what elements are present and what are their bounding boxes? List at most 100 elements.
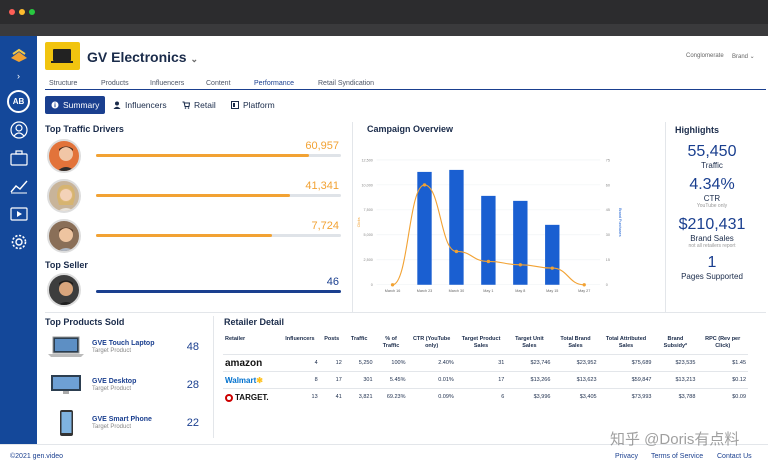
brand-level-label: Brand bbox=[732, 54, 749, 60]
briefcase-icon[interactable] bbox=[7, 146, 30, 169]
walmart-logo: Walmart✱ bbox=[225, 375, 263, 385]
brand-level-selector[interactable]: Brand ⌄ bbox=[732, 54, 755, 60]
desktop-thumbnail bbox=[47, 374, 85, 396]
platform-icon bbox=[231, 101, 239, 109]
people-icon[interactable] bbox=[7, 118, 30, 141]
table-row[interactable]: TARGET. 13 41 3,821 69.23% 0.09% 6 $3,99… bbox=[223, 388, 748, 406]
tab-summary[interactable]: Summary bbox=[45, 96, 105, 114]
col-header: CTR (YouTube only) bbox=[412, 336, 451, 349]
table-cell: 3,821 bbox=[343, 388, 375, 406]
y-tick-left: 10,000 bbox=[361, 183, 372, 187]
col-header: Target Unit Sales bbox=[515, 336, 544, 349]
brand-selector[interactable]: GV Electronics ⌄ bbox=[87, 49, 198, 65]
influencer-avatar[interactable] bbox=[47, 219, 81, 253]
gear-icon[interactable] bbox=[7, 230, 30, 253]
terms-link[interactable]: Terms of Service bbox=[651, 453, 704, 460]
copyright: ©2021 gen.video bbox=[10, 453, 64, 460]
table-cell: 0.01% bbox=[407, 371, 456, 389]
walmart-logo-text: Walmart bbox=[225, 375, 257, 385]
y-tick-left: 5,000 bbox=[364, 233, 373, 237]
table-cell: 2.40% bbox=[407, 354, 456, 372]
nav-influencers[interactable]: Influencers bbox=[150, 80, 185, 87]
x-tick-label: March 16 bbox=[385, 289, 401, 293]
target-logo: TARGET. bbox=[225, 393, 269, 402]
nav-structure[interactable]: Structure bbox=[49, 80, 78, 87]
table-row[interactable]: Walmart✱ 8 17 301 5.45% 0.01% 17 $13,266… bbox=[223, 371, 748, 389]
influencer-avatar[interactable] bbox=[47, 139, 81, 173]
line-point bbox=[390, 283, 395, 287]
nav-retail-syndication[interactable]: Retail Syndication bbox=[318, 80, 375, 87]
app-logo-icon[interactable] bbox=[7, 44, 30, 67]
phone-thumbnail bbox=[47, 410, 85, 436]
traffic-driver-value: 60,957 bbox=[305, 140, 339, 152]
tab-summary-label: Summary bbox=[63, 100, 100, 110]
person-icon bbox=[113, 101, 121, 109]
table-cell: $59,847 bbox=[598, 371, 654, 389]
nav-content[interactable]: Content bbox=[206, 80, 231, 87]
table-cell: $0.12 bbox=[697, 371, 748, 389]
line-point bbox=[582, 283, 586, 287]
top-seller-value: 46 bbox=[326, 276, 339, 288]
chevron-down-icon: ⌄ bbox=[190, 54, 199, 64]
traffic-driver-bar bbox=[96, 194, 341, 197]
line-point bbox=[486, 259, 491, 264]
product-name[interactable]: GVE Desktop bbox=[92, 378, 137, 385]
laptop-thumbnail bbox=[47, 336, 85, 358]
col-header: Total Brand Sales bbox=[560, 336, 591, 349]
product-name[interactable]: GVE Smart Phone bbox=[92, 416, 152, 423]
table-row[interactable]: amazon 4 12 5,250 100% 2.40% 31 $23,746 … bbox=[223, 354, 748, 372]
col-header: Influencers bbox=[285, 336, 315, 342]
retailer-detail-title: Retailer Detail bbox=[224, 317, 285, 327]
highlight-ctr-note: YouTube only bbox=[696, 203, 728, 209]
nav-performance[interactable]: Performance bbox=[254, 80, 295, 87]
amazon-logo: amazon bbox=[225, 357, 263, 369]
section-divider bbox=[45, 312, 766, 313]
table-cell: 17 bbox=[319, 371, 344, 389]
product-name[interactable]: GVE Touch Laptop bbox=[92, 340, 155, 347]
y-tick-right: 60 bbox=[606, 183, 610, 187]
table-cell: $23,746 bbox=[506, 354, 553, 372]
top-seller-title: Top Seller bbox=[45, 260, 88, 270]
chart-icon[interactable] bbox=[7, 174, 30, 197]
bar bbox=[449, 169, 464, 285]
maximize-window-button[interactable] bbox=[29, 9, 35, 15]
contact-link[interactable]: Contact Us bbox=[717, 453, 752, 460]
user-avatar[interactable]: AB bbox=[7, 90, 30, 113]
x-tick-label: May 15 bbox=[546, 289, 558, 293]
minimize-window-button[interactable] bbox=[19, 9, 25, 15]
sidebar-expand-icon[interactable]: › bbox=[17, 71, 20, 81]
table-cell: $13,213 bbox=[653, 371, 698, 389]
product-count: 28 bbox=[186, 379, 199, 391]
section-divider bbox=[213, 316, 214, 438]
highlight-sales-label: Brand Sales bbox=[690, 234, 734, 243]
main-panel: GV Electronics ⌄ Conglomerate Brand ⌄ St… bbox=[37, 36, 768, 444]
table-header-row: Retailer Influencers Posts Traffic % of … bbox=[223, 334, 748, 355]
bar bbox=[513, 200, 528, 285]
seller-avatar[interactable] bbox=[47, 273, 81, 307]
col-header: Total Attributed Sales bbox=[605, 336, 647, 349]
highlight-ctr-value: 4.34% bbox=[689, 176, 735, 193]
conglomerate-selector[interactable]: Conglomerate bbox=[686, 53, 724, 59]
table-cell: $23,535 bbox=[653, 354, 698, 372]
tab-platform-label: Platform bbox=[243, 100, 275, 110]
highlight-traffic-value: 55,450 bbox=[687, 143, 737, 160]
y-tick-left: 12,500 bbox=[361, 158, 372, 162]
video-icon[interactable] bbox=[7, 202, 30, 225]
table-cell: $3,788 bbox=[653, 388, 698, 406]
nav-divider bbox=[45, 89, 766, 90]
influencer-avatar[interactable] bbox=[47, 179, 81, 213]
privacy-link[interactable]: Privacy bbox=[615, 453, 638, 460]
target-logo-text: TARGET. bbox=[235, 392, 269, 402]
bar bbox=[417, 171, 432, 285]
close-window-button[interactable] bbox=[9, 9, 15, 15]
table-cell: 6 bbox=[455, 388, 507, 406]
traffic-driver-bar bbox=[96, 154, 341, 157]
table-cell: 8 bbox=[280, 371, 320, 389]
tab-platform[interactable]: Platform bbox=[225, 96, 287, 114]
col-header: Retailer bbox=[225, 336, 246, 342]
sidebar: › AB bbox=[0, 36, 37, 444]
nav-products[interactable]: Products bbox=[101, 80, 129, 87]
tab-retail[interactable]: Retail bbox=[176, 96, 224, 114]
x-tick-label: March 30 bbox=[449, 289, 465, 293]
tab-influencers[interactable]: Influencers bbox=[107, 96, 175, 114]
